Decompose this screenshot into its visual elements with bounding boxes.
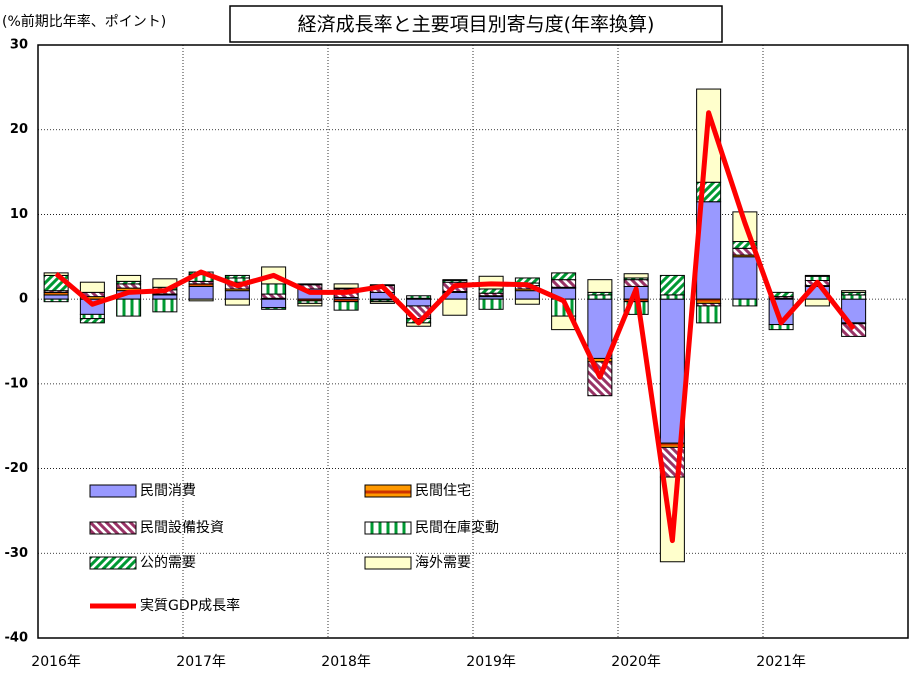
x-tick-label: 2020年: [611, 654, 661, 670]
bar-segment: [333, 301, 359, 311]
bar-segment: [369, 301, 395, 304]
bar-segment: [406, 298, 432, 307]
bar-segment: [116, 274, 142, 282]
bar-segment: [732, 256, 758, 300]
y-tick-label: -20: [5, 461, 29, 476]
x-tick-label: 2016年: [31, 654, 81, 670]
bar-segment: [841, 294, 867, 300]
legend-swatch: [89, 484, 137, 498]
bar-segment: [333, 283, 359, 289]
bar-segment: [43, 298, 69, 303]
y-tick-label: -10: [5, 376, 29, 391]
bar-segment: [224, 298, 250, 306]
bar-segment: [188, 285, 214, 300]
bar-segment: [224, 290, 250, 300]
bar-segment: [696, 298, 722, 304]
legend-swatch: [364, 556, 412, 570]
legend-swatch: [89, 556, 137, 570]
y-tick-label: -30: [5, 546, 29, 561]
bar-segment: [116, 283, 142, 289]
bar-segment: [442, 279, 468, 282]
plot-frame: [37, 44, 909, 639]
bar-segment: [623, 273, 649, 279]
legend-swatch: [89, 521, 137, 535]
bar-segment: [804, 298, 830, 307]
legend-label: 海外需要: [415, 555, 471, 571]
x-tick-label: 2019年: [466, 654, 516, 670]
y-tick-label: 30: [10, 38, 28, 53]
legend-swatch: [364, 484, 412, 498]
bar-segment: [152, 298, 178, 313]
bar-segment: [587, 294, 613, 300]
legend-label: 民間設備投資: [140, 520, 224, 536]
legend-label: 実質GDP成長率: [140, 597, 240, 614]
legend-label: 民間在庫変動: [415, 519, 499, 536]
bar-segment: [261, 307, 287, 310]
bar-segment: [587, 298, 613, 359]
bar-segment: [587, 279, 613, 293]
bar-segment: [804, 274, 830, 277]
chart-title: 経済成長率と主要項目別寄与度(年率換算): [298, 14, 655, 36]
bar-segment: [623, 279, 649, 287]
bar-segment: [442, 298, 468, 316]
bar-segment: [551, 272, 577, 281]
x-tick-label: 2017年: [176, 654, 226, 670]
bar-segment: [514, 298, 540, 305]
bar-segment: [696, 305, 722, 324]
bar-segment: [188, 298, 214, 302]
gdp-line: [54, 110, 856, 544]
y-tick-label: -40: [5, 631, 29, 646]
bar-segment: [478, 288, 504, 294]
bar-segment: [43, 294, 69, 300]
bar-segment: [659, 274, 685, 296]
bar-segment: [732, 298, 758, 307]
bar-segment: [152, 294, 178, 300]
bar-segment: [551, 279, 577, 288]
legend-label: 民間住宅: [415, 483, 471, 499]
y-tick-label: 20: [10, 122, 28, 137]
bar-segment: [224, 274, 250, 279]
y-tick-label: 10: [10, 207, 28, 222]
bar-segment: [261, 293, 287, 299]
bar-segment: [116, 298, 142, 317]
bar-segment: [297, 283, 323, 286]
legend-label: 民間消費: [140, 483, 196, 499]
bar-segment: [79, 313, 105, 320]
bar-segment: [297, 302, 323, 307]
legend-label: 公的需要: [140, 555, 196, 571]
bar-segment: [841, 323, 867, 337]
bar-segment: [79, 318, 105, 324]
bar-segment: [79, 281, 105, 293]
bar-segment: [406, 295, 432, 299]
y-axis-label: (%前期比年率、ポイント): [2, 13, 166, 30]
title-box: [229, 5, 723, 43]
bar-segment: [514, 290, 540, 300]
bar-segment: [841, 290, 867, 293]
bar-segment: [478, 298, 504, 310]
bar-segment: [261, 298, 287, 309]
x-tick-label: 2018年: [321, 654, 371, 670]
legend-swatch: [364, 521, 412, 535]
x-tick-label: 2021年: [756, 654, 806, 670]
y-tick-label: 0: [19, 292, 28, 307]
bar-segment: [659, 294, 685, 300]
bar-segment: [261, 283, 287, 295]
